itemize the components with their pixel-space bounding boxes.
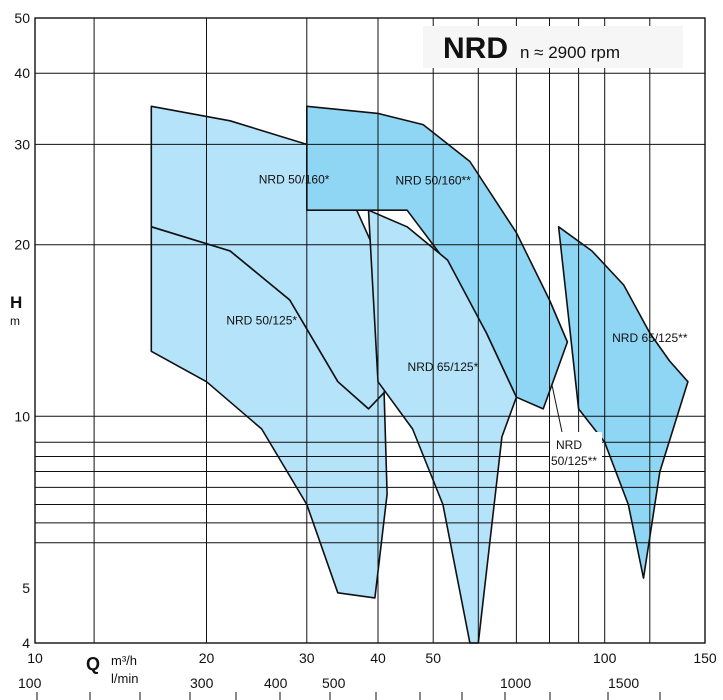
x-tick-label: 50 <box>425 650 441 666</box>
x-tick-label: 20 <box>199 650 215 666</box>
region-nrd-50-125 <box>150 226 388 599</box>
y-tick-label: 4 <box>22 635 30 651</box>
y-tick-label: 30 <box>14 136 30 152</box>
x-tick-label-lmin: 1500 <box>608 675 639 691</box>
region-label-nrd-65-125: NRD 65/125* <box>408 360 479 374</box>
chart-subtitle: n ≈ 2900 rpm <box>520 43 620 62</box>
x-tick-label-lmin: 100 <box>18 675 42 691</box>
y-tick-label: 50 <box>14 10 30 26</box>
y-tick-label: 40 <box>14 65 30 81</box>
y-axis-unit: m <box>10 314 20 328</box>
x-tick-label: 100 <box>593 650 617 666</box>
x-tick-label: 10 <box>27 650 43 666</box>
region-label-nrd-50-160: NRD 50/160* <box>259 173 330 187</box>
region-nrd-65-125 <box>367 209 518 644</box>
y-tick-label: 5 <box>22 580 30 596</box>
regions <box>150 105 689 644</box>
chart-title: NRD <box>443 32 508 65</box>
grid <box>35 18 705 643</box>
x-tick-label-lmin: 500 <box>322 675 346 691</box>
x-tick-label-lmin: 1000 <box>500 675 531 691</box>
region-label-nrd-50-160: NRD 50/160** <box>396 174 472 188</box>
x-tick-label: 30 <box>299 650 315 666</box>
region-label-nrd-50-125: NRD 50/125* <box>226 313 297 327</box>
x-axis-unit-primary: m³/h <box>111 653 137 668</box>
y-tick-label: 20 <box>14 237 30 253</box>
y-tick-label: 10 <box>14 408 30 424</box>
region-label-nrd-65-125: NRD 65/125** <box>612 331 688 345</box>
y-axis-label: H <box>10 293 22 312</box>
annotation-box <box>550 432 602 470</box>
x-axis-unit-secondary: l/min <box>111 671 138 686</box>
region-labels: NRD 50/160* NRD 50/125* NRD 50/160** NRD 65… <box>226 173 687 374</box>
tick-labels: 4 5 10 20 30 40 50 10 20 30 40 50 100 150 100 300 400 500… <box>14 10 717 700</box>
annotation-leader-line <box>551 384 563 433</box>
x-tick-label-lmin: 300 <box>190 675 214 691</box>
plot-frame <box>34 17 706 644</box>
region-nrd-50-160 <box>305 105 569 410</box>
x-axis-label: Q <box>86 654 100 674</box>
title-box <box>423 26 683 68</box>
x-tick-label: 150 <box>693 650 717 666</box>
x-tick-label-lmin: 400 <box>264 675 288 691</box>
x-tick-label: 40 <box>370 650 386 666</box>
